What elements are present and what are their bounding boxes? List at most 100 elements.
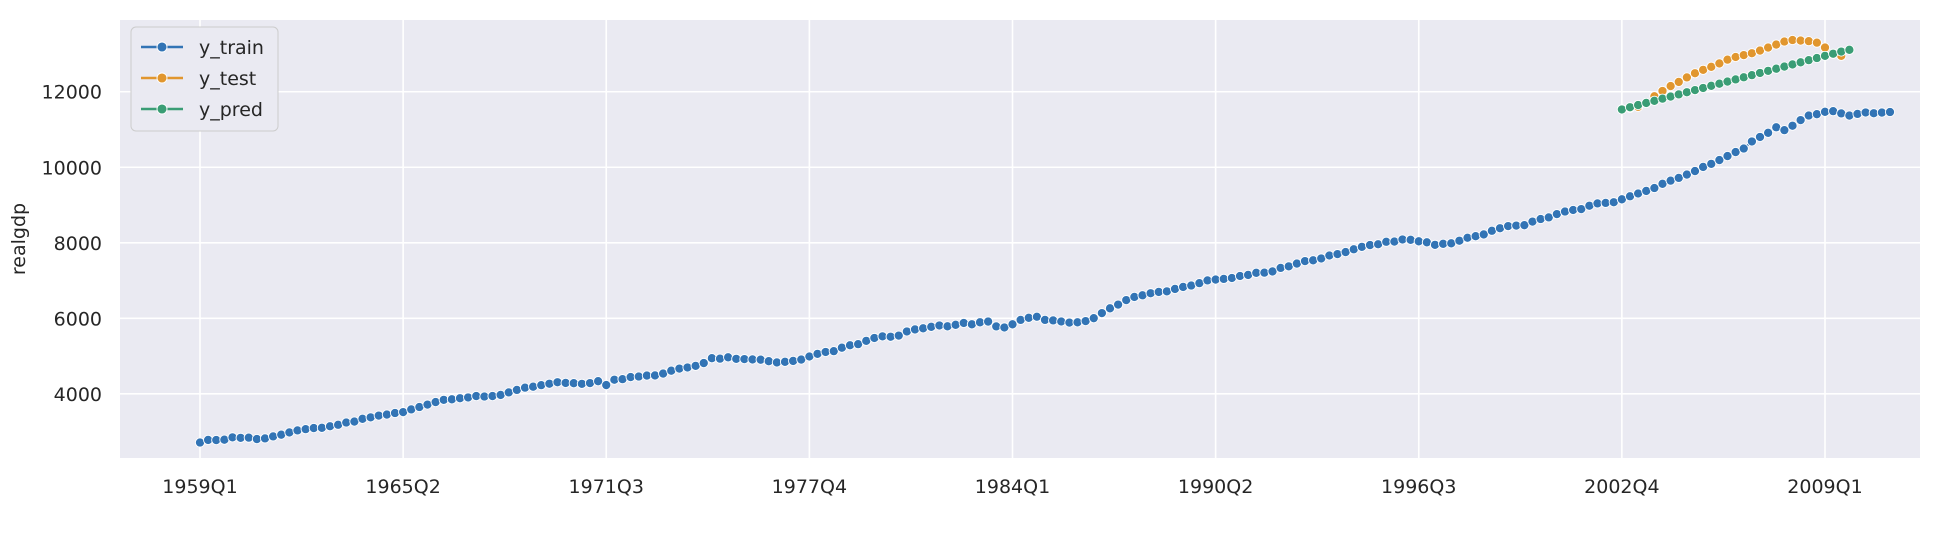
data-point <box>365 412 376 423</box>
data-point <box>259 433 271 444</box>
data-point <box>1844 110 1855 121</box>
y-axis-label: realgdp <box>8 203 30 275</box>
data-point <box>958 317 969 329</box>
data-point <box>1738 50 1749 61</box>
data-point <box>1072 317 1083 328</box>
data-point <box>1178 281 1189 293</box>
data-point <box>1803 110 1814 121</box>
x-tick-label: 1971Q3 <box>569 476 644 498</box>
data-point <box>1275 262 1286 273</box>
data-point <box>1884 106 1896 118</box>
data-point <box>536 380 547 391</box>
data-point <box>1104 303 1116 314</box>
series-y-test <box>1616 34 1847 115</box>
data-point <box>1779 125 1790 136</box>
legend-item-y-pred[interactable]: y_pred <box>141 99 263 121</box>
data-point <box>381 409 392 420</box>
data-point <box>788 355 799 367</box>
legend[interactable]: y_train y_test y_pred <box>130 26 279 132</box>
data-point <box>1811 37 1822 48</box>
y-tick-label: 4000 <box>54 384 102 406</box>
data-point <box>601 379 612 391</box>
data-point <box>682 362 693 373</box>
legend-item-y-test[interactable]: y_test <box>141 68 256 90</box>
legend-box <box>130 26 279 132</box>
data-point <box>268 431 279 442</box>
x-tick-label: 1965Q2 <box>365 476 440 498</box>
legend-marker <box>156 41 168 53</box>
x-tick-label: 1990Q2 <box>1178 476 1253 498</box>
data-point <box>1665 81 1676 92</box>
legend-label: y_test <box>199 68 256 90</box>
series-y-pred <box>1616 44 1855 115</box>
series-y-train <box>194 106 1896 448</box>
data-point <box>1356 241 1367 252</box>
x-tick-label: 1977Q4 <box>772 476 847 498</box>
data-point <box>584 378 596 389</box>
x-tick-label: 1959Q1 <box>162 476 237 498</box>
data-point <box>714 353 726 364</box>
data-point <box>698 358 709 369</box>
data-point <box>1844 44 1855 55</box>
data-point <box>1681 72 1692 83</box>
data-point <box>1730 51 1741 63</box>
x-tick-label: 1996Q3 <box>1381 476 1456 498</box>
data-point <box>1819 42 1831 53</box>
data-point <box>463 392 474 403</box>
data-point <box>763 356 774 367</box>
data-point <box>1787 120 1798 131</box>
data-point <box>649 370 661 381</box>
data-point <box>316 422 327 433</box>
data-point <box>357 413 368 424</box>
data-point <box>1852 108 1863 119</box>
data-point <box>1462 232 1473 243</box>
y-tick-label: 8000 <box>54 233 102 255</box>
data-point <box>1714 58 1725 69</box>
data-point <box>1096 308 1107 319</box>
data-point <box>1763 127 1774 138</box>
data-point <box>593 376 604 387</box>
data-point <box>918 323 929 334</box>
data-point <box>983 316 994 327</box>
data-point <box>1478 229 1489 240</box>
legend-item-y-train[interactable]: y_train <box>141 37 264 59</box>
axis-ticks: 4000 6000 8000 10000 12000 1959Q1 1965Q2 1971Q3… <box>42 82 1863 498</box>
data-point <box>1470 231 1481 242</box>
data-point <box>893 330 904 341</box>
data-point <box>723 352 734 363</box>
x-tick-label: 2009Q1 <box>1787 476 1862 498</box>
y-tick-label: 6000 <box>54 308 102 330</box>
data-point <box>1324 250 1335 261</box>
data-point <box>1714 155 1725 166</box>
data-point <box>1706 158 1717 169</box>
y-tick-label: 10000 <box>42 157 102 179</box>
data-point <box>1779 36 1790 47</box>
data-point <box>1673 76 1684 87</box>
data-point <box>1405 234 1416 245</box>
data-point <box>950 319 961 330</box>
data-point <box>812 348 823 359</box>
data-point <box>544 378 555 389</box>
data-point <box>942 321 953 332</box>
data-point <box>1169 283 1181 294</box>
legend-marker <box>156 72 168 84</box>
plot-background <box>120 20 1920 458</box>
data-point <box>324 421 336 432</box>
data-point <box>292 425 303 436</box>
data-point <box>1088 313 1099 324</box>
data-point <box>1559 206 1571 217</box>
data-point <box>1738 143 1749 154</box>
y-tick-label: 12000 <box>42 82 102 104</box>
data-point <box>926 321 937 332</box>
data-point <box>755 354 766 365</box>
data-point <box>1754 131 1766 143</box>
data-point <box>243 432 254 443</box>
data-point <box>1007 319 1018 330</box>
data-point <box>1836 46 1847 57</box>
data-point <box>1129 291 1140 303</box>
data-point <box>1145 288 1156 299</box>
data-point <box>1649 182 1660 194</box>
data-point <box>1746 136 1757 147</box>
